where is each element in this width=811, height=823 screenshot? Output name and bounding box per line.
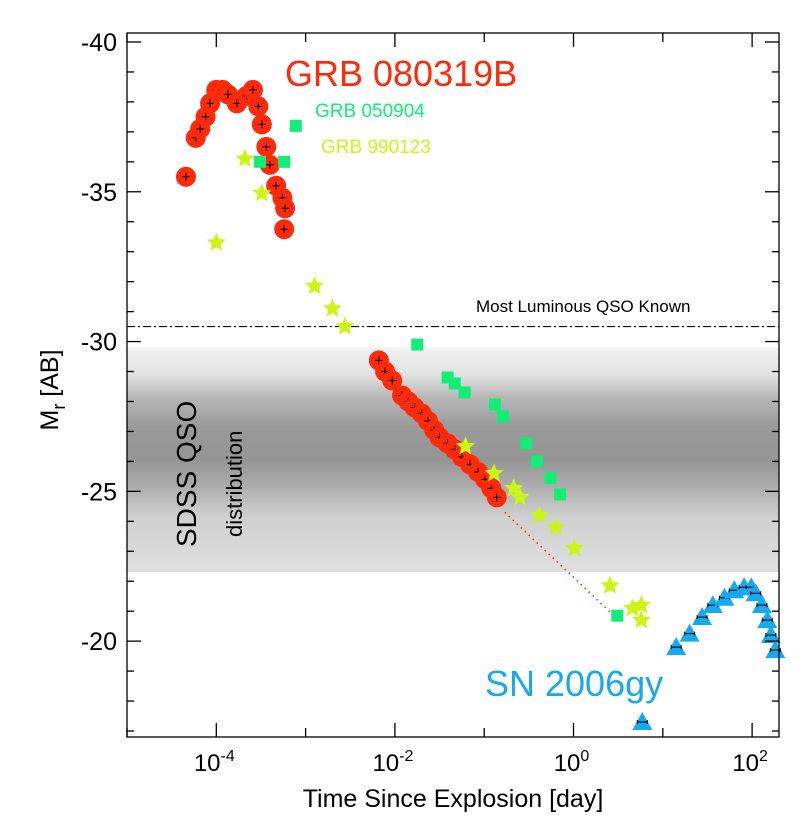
point-grb-990123 (335, 316, 355, 335)
point-sn-2006gy (757, 610, 778, 629)
legend-sn2006gy: SN 2006gy (485, 663, 663, 704)
point-grb-050904 (289, 119, 302, 132)
point-grb-990123 (631, 610, 651, 629)
point-marker-grb-080319b (281, 204, 290, 213)
point-grb-990123 (322, 298, 342, 317)
extrapolation-line (504, 511, 617, 618)
point-grb-990123 (564, 538, 584, 557)
point-marker-sn-2006gy (750, 591, 762, 596)
point-grb-050904 (448, 377, 461, 390)
point-grb-050904 (544, 471, 557, 484)
point-marker-grb-080319b (232, 99, 241, 108)
x-tick-label: 10-4 (194, 748, 235, 777)
point-marker-grb-080319b (272, 181, 281, 190)
point-grb-990123 (484, 463, 504, 482)
y-tick-label: -30 (81, 329, 117, 357)
point-grb-050904 (488, 398, 501, 411)
point-sn-2006gy (666, 637, 687, 656)
point-grb-050904 (530, 455, 543, 468)
point-sn-2006gy (745, 583, 766, 602)
point-marker-grb-080319b (374, 356, 383, 365)
point-marker-sn-2006gy (684, 631, 696, 636)
point-marker-grb-080319b (262, 142, 271, 151)
point-grb-990123 (252, 183, 272, 202)
point-marker-sn-2006gy (670, 645, 682, 650)
point-sn-2006gy (751, 595, 772, 614)
point-marker-grb-080319b (280, 225, 289, 234)
qso-band-label: SDSS QSO (171, 401, 202, 547)
point-marker-grb-080319b (223, 90, 232, 99)
point-grb-990123 (622, 598, 642, 617)
point-grb-990123 (510, 487, 530, 506)
point-marker-grb-080319b (388, 376, 397, 385)
point-grb-990123 (206, 232, 226, 251)
point-marker-grb-080319b (492, 493, 501, 502)
qso-band-sublabel: distribution (222, 431, 247, 537)
point-grb-050904 (411, 338, 424, 351)
point-marker-sn-2006gy (761, 618, 773, 623)
y-tick-label: -40 (81, 29, 117, 57)
point-marker-grb-080319b (201, 112, 210, 121)
point-grb-050904 (611, 609, 624, 622)
y-tick-label: -20 (81, 628, 117, 656)
point-grb-050904 (554, 488, 567, 501)
point-marker-grb-080319b (206, 99, 215, 108)
point-grb-050904 (520, 437, 533, 450)
qso-line-label: Most Luminous QSO Known (476, 297, 690, 316)
point-sn-2006gy (765, 640, 786, 659)
point-marker-grb-080319b (257, 120, 266, 129)
point-grb-050904 (496, 410, 509, 423)
y-tick-label: -25 (81, 478, 117, 506)
point-sn-2006gy (760, 625, 781, 644)
point-sn-2006gy (714, 587, 735, 606)
legend-grb990123: GRB 990123 (321, 137, 431, 158)
point-grb-990123 (305, 276, 324, 295)
point-grb-990123 (546, 517, 566, 536)
point-marker-sn-2006gy (756, 603, 768, 608)
legend-grb080319b: GRB 080319B (285, 53, 517, 94)
y-axis-label: Mr [AB] (36, 349, 69, 430)
y-tick-label: -35 (81, 179, 117, 207)
x-tick-label: 10-2 (372, 748, 413, 777)
point-marker-grb-080319b (181, 172, 190, 181)
point-grb-050904 (458, 386, 471, 399)
point-grb-990123 (631, 595, 651, 614)
point-sn-2006gy (679, 623, 700, 642)
x-axis-label: Time Since Explosion [day] (303, 785, 604, 813)
point-grb-050904 (278, 155, 291, 168)
point-grb-050904 (254, 155, 267, 168)
point-marker-grb-080319b (196, 124, 205, 133)
point-marker-grb-080319b (248, 85, 257, 94)
point-grb-990123 (455, 436, 475, 455)
point-sn-2006gy (692, 607, 713, 626)
point-marker-sn-2006gy (765, 633, 777, 638)
x-tick-label: 100 (554, 748, 590, 777)
point-grb-990123 (530, 505, 550, 524)
point-grb-990123 (235, 148, 255, 167)
point-marker-sn-2006gy (696, 615, 708, 620)
point-sn-2006gy (702, 595, 723, 614)
plot-frame (126, 32, 780, 738)
point-sn-2006gy (632, 712, 653, 731)
x-tick-label: 102 (732, 748, 768, 777)
point-marker-grb-080319b (254, 102, 263, 111)
point-marker-grb-080319b (265, 160, 274, 169)
legend-grb050904: GRB 050904 (315, 101, 425, 122)
point-marker-sn-2006gy (636, 720, 648, 725)
point-grb-990123 (600, 575, 620, 594)
